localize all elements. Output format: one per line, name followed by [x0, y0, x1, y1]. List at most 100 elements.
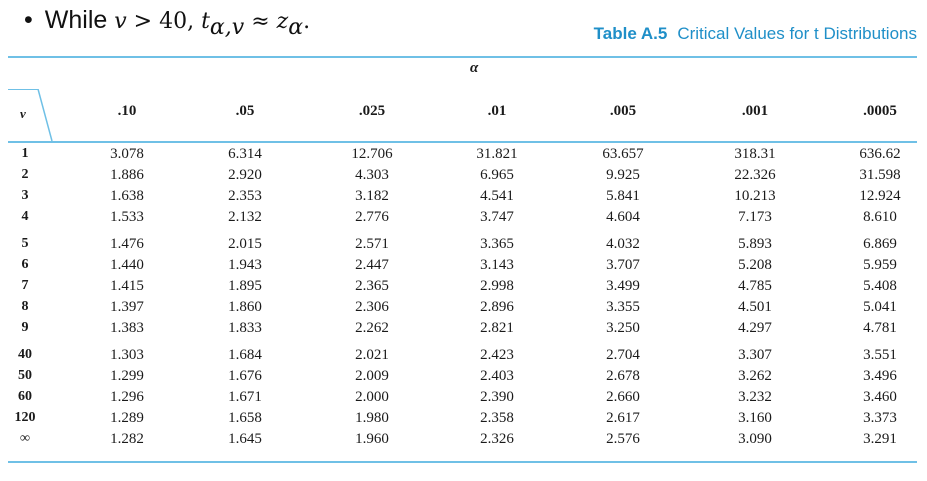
table-cell: 2.660: [606, 389, 640, 405]
table-cell: 3.232: [738, 389, 772, 405]
table-cell: 1.860: [228, 299, 262, 315]
table-cell: 1.303: [110, 347, 144, 363]
row-label: 2: [21, 167, 29, 182]
table-cell: 2.403: [480, 368, 514, 384]
table-cell: 1.299: [110, 368, 144, 384]
table-cell: 5.893: [738, 236, 772, 252]
table-cell: 2.776: [355, 209, 389, 225]
table-cell: 3.747: [480, 209, 514, 225]
table-cell: 5.041: [863, 299, 897, 315]
row-label: 3: [21, 188, 29, 203]
table-cell: 2.262: [355, 320, 389, 336]
table-cell: 8.610: [863, 209, 897, 225]
table-cell: 2.920: [228, 167, 262, 183]
table-cell: 1.383: [110, 320, 144, 336]
table-cell: 2.000: [355, 389, 389, 405]
table-cell: 3.160: [738, 410, 772, 426]
table-cell: 12.924: [859, 188, 901, 204]
table-cell: 5.959: [863, 257, 897, 273]
column-header: .001: [741, 103, 769, 119]
table-cell: 31.821: [476, 146, 518, 162]
table-cell: 2.390: [480, 389, 514, 405]
table-cell: 2.358: [480, 410, 514, 426]
table-cell: 1.895: [228, 278, 262, 294]
table-cell: 3.143: [480, 257, 514, 273]
table-cell: 3.707: [606, 257, 640, 273]
table-cell: 4.501: [738, 299, 772, 315]
table-cell: 4.032: [606, 236, 640, 252]
table-cell: 2.576: [606, 431, 640, 447]
table-cell: 318.31: [734, 146, 776, 162]
table-cell: 2.423: [480, 347, 514, 363]
column-header: .0005: [863, 103, 897, 119]
column-header: .005: [609, 103, 637, 119]
row-label: 8: [21, 299, 29, 314]
row-label: 50: [18, 368, 32, 383]
table-cell: 12.706: [351, 146, 393, 162]
bottom-rule: [8, 461, 917, 463]
table-cell: 3.355: [606, 299, 640, 315]
table-title: Critical Values for t Distributions: [677, 24, 917, 43]
table-cell: 2.617: [606, 410, 640, 426]
table-cell: 1.289: [110, 410, 144, 426]
t-subscript: α,v: [209, 15, 245, 40]
table-cell: 2.447: [355, 257, 389, 273]
table-cell: 636.62: [859, 146, 901, 162]
row-label: 5: [21, 236, 29, 251]
table-cell: 63.657: [602, 146, 644, 162]
table-cell: 2.009: [355, 368, 389, 384]
table-cell: 4.781: [863, 320, 897, 336]
table-cell: 2.132: [228, 209, 262, 225]
table-cell: 1.658: [228, 410, 262, 426]
table-cell: 4.604: [606, 209, 640, 225]
nu-column-header: v: [20, 106, 26, 121]
table-cell: 3.496: [863, 368, 897, 384]
table-cell: 1.943: [228, 257, 262, 273]
table-cell: 22.326: [734, 167, 776, 183]
table-cell: 3.365: [480, 236, 514, 252]
period: .: [303, 9, 311, 34]
while-text: While: [44, 6, 108, 34]
column-header: .10: [117, 103, 137, 119]
table-cell: 1.476: [110, 236, 144, 252]
table-cell: 3.373: [863, 410, 897, 426]
header-diagonal-divider: [8, 89, 53, 142]
table-cell: 5.408: [863, 278, 897, 294]
table-cell: 2.353: [228, 188, 262, 204]
table-cell: 2.704: [606, 347, 640, 363]
table-cell: 4.303: [355, 167, 389, 183]
table-cell: 1.886: [110, 167, 144, 183]
column-header: .01: [487, 103, 507, 119]
table-cell: 31.598: [859, 167, 901, 183]
header-rule: [8, 141, 917, 143]
bullet-statement: • While v > 40, tα,v ≈ zα.: [24, 6, 310, 40]
table-cell: 2.821: [480, 320, 514, 336]
greater-than-text: > 40,: [126, 9, 202, 34]
table-cell: 1.296: [110, 389, 144, 405]
row-label: 120: [14, 410, 36, 425]
row-label: ∞: [20, 431, 30, 446]
row-label: 1: [21, 146, 29, 161]
row-label: 40: [18, 347, 32, 362]
table-cell: 1.645: [228, 431, 262, 447]
approx-symbol: ≈: [244, 9, 277, 34]
alpha-header: α: [470, 60, 479, 76]
nu-symbol: v: [114, 9, 127, 34]
table-cell: 3.182: [355, 188, 389, 204]
table-cell: 1.671: [228, 389, 262, 405]
table-cell: 10.213: [734, 188, 776, 204]
table-cell: 1.833: [228, 320, 262, 336]
table-cell: 6.965: [480, 167, 514, 183]
table-cell: 1.684: [228, 347, 262, 363]
row-label: 60: [18, 389, 32, 404]
table-cell: 4.785: [738, 278, 772, 294]
table-cell: 2.571: [355, 236, 389, 252]
table-cell: 5.841: [606, 188, 640, 204]
z-subscript: α: [288, 15, 304, 40]
table-cell: 3.250: [606, 320, 640, 336]
row-label: 6: [21, 257, 29, 272]
table-label: Table A.5: [593, 24, 668, 43]
row-label: 7: [21, 278, 29, 293]
table-cell: 3.090: [738, 431, 772, 447]
table-cell: 6.314: [228, 146, 262, 162]
